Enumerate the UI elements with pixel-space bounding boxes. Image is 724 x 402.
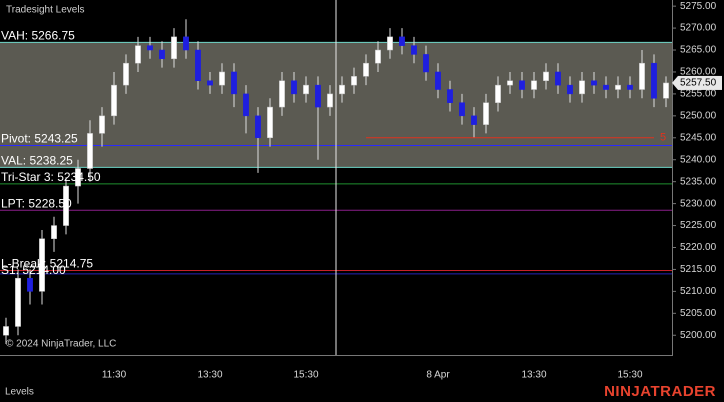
y-tick-label: 5240.00 — [680, 154, 717, 165]
level-label: LPT: 5228.50 — [1, 196, 72, 210]
candle-body — [39, 238, 45, 292]
candle-body — [243, 93, 249, 117]
candle-body — [423, 54, 429, 73]
candle-body — [519, 80, 525, 90]
candle-body — [567, 84, 573, 95]
level-label: VAL: 5238.25 — [1, 154, 73, 168]
candle-body — [99, 115, 105, 134]
level-label: Tri-Star 3: 5234.50 — [1, 170, 101, 184]
candle-body — [435, 71, 441, 90]
y-tick-label: 5235.00 — [680, 176, 717, 187]
candle-body — [327, 93, 333, 108]
level-label: L-Break: 5214.75 — [1, 257, 93, 271]
x-tick-label: 11:30 — [102, 370, 127, 381]
candle-body — [543, 71, 549, 81]
y-tick-label: 5265.00 — [680, 45, 717, 56]
y-tick-label: 5250.00 — [680, 110, 717, 121]
chart-title: Tradesight Levels — [6, 5, 85, 16]
y-tick-label: 5210.00 — [680, 286, 717, 297]
marker-label: 5 — [660, 132, 666, 144]
y-tick-label: 5270.00 — [680, 23, 717, 34]
y-tick-label: 5200.00 — [680, 330, 717, 341]
candle-body — [171, 36, 177, 60]
candle-body — [495, 84, 501, 103]
candle-body — [159, 49, 165, 60]
candle-body — [411, 45, 417, 55]
candle-body — [303, 84, 309, 95]
candle-body — [531, 80, 537, 90]
last-price-box — [678, 75, 722, 90]
candle-body — [459, 102, 465, 117]
y-tick-label: 5215.00 — [680, 264, 717, 275]
candle-body — [3, 326, 9, 336]
level-label: S1: 5214.00 — [1, 263, 66, 277]
candle-body — [87, 133, 93, 169]
x-tick-label: 15:30 — [617, 370, 642, 381]
candle-body — [27, 277, 33, 292]
candle-body — [603, 84, 609, 90]
candle-body — [579, 80, 585, 95]
candle-body — [147, 45, 153, 51]
candle-body — [447, 89, 453, 103]
candle-body — [75, 168, 81, 187]
candle-body — [255, 115, 261, 139]
candle-body — [615, 84, 621, 90]
candle-body — [231, 71, 237, 95]
x-tick-label: 13:30 — [521, 370, 546, 381]
y-tick-label: 5245.00 — [680, 132, 717, 143]
y-tick-label: 5220.00 — [680, 242, 717, 253]
y-tick-label: 5225.00 — [680, 220, 717, 231]
candle-body — [399, 36, 405, 46]
plot-area: 5 VAH: 5266.75 Pivot: 5243.25 VAL: 5238.25 T… — [0, 0, 672, 355]
candle-body — [315, 84, 321, 108]
panel-tab[interactable]: Levels — [5, 387, 34, 398]
x-tick-label: 15:30 — [293, 370, 318, 381]
brand-logo: NINJATRADER — [604, 383, 716, 400]
candle-body — [207, 80, 213, 86]
last-price-pointer — [672, 75, 678, 90]
candle-body — [123, 62, 129, 86]
candle-body — [651, 62, 657, 99]
candle-body — [471, 115, 477, 125]
y-tick-label: 5260.00 — [680, 67, 717, 78]
candle-body — [363, 62, 369, 77]
candle-body — [627, 84, 633, 90]
candle-body — [351, 76, 357, 86]
candle-body — [291, 80, 297, 95]
last-price-label: 5257.50 — [680, 78, 717, 89]
candle-body — [387, 36, 393, 51]
candle-body — [483, 102, 489, 125]
candle-body — [63, 185, 69, 226]
candle-body — [339, 84, 345, 95]
x-tick-label: 8 Apr — [426, 370, 450, 381]
candle-body — [555, 71, 561, 86]
y-tick-label: 5255.00 — [680, 89, 717, 100]
candle-body — [219, 71, 225, 86]
y-tick-label: 5230.00 — [680, 198, 717, 209]
candle-body — [15, 277, 21, 327]
candle-body — [183, 36, 189, 51]
y-tick-label: 5205.00 — [680, 308, 717, 319]
copyright: © 2024 NinjaTrader, LLC — [6, 339, 116, 350]
candle-body — [639, 62, 645, 90]
level-label: Pivot: 5243.25 — [1, 132, 78, 146]
candle-body — [663, 82, 669, 99]
y-tick-label: 5275.00 — [680, 1, 717, 12]
candle-body — [111, 84, 117, 117]
x-tick-label: 13:30 — [197, 370, 222, 381]
candle-body — [51, 225, 57, 239]
candle-body — [591, 80, 597, 86]
candle-body — [507, 80, 513, 86]
candle-body — [375, 49, 381, 64]
candle-body — [267, 106, 273, 139]
candle-body — [195, 49, 201, 81]
candle-body — [135, 45, 141, 64]
candle-body — [279, 80, 285, 108]
level-label: VAH: 5266.75 — [1, 29, 75, 43]
